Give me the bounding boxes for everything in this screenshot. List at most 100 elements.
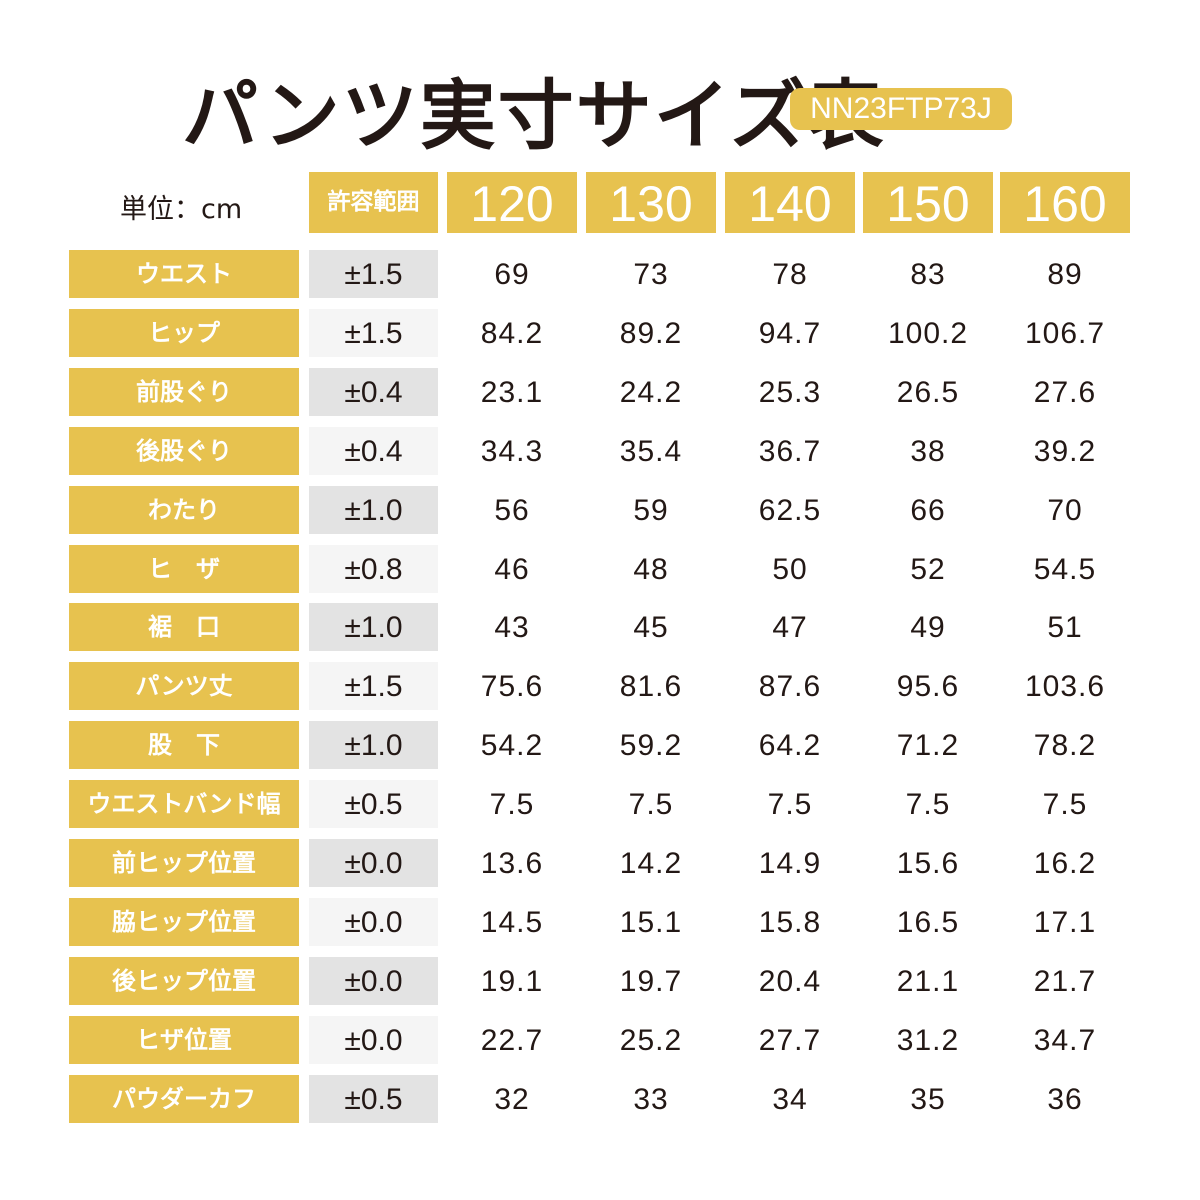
tolerance-cell: ±0.5 — [309, 1075, 438, 1123]
value-cell: 25.2 — [619, 1024, 683, 1057]
value-cell: 22.7 — [480, 1024, 544, 1057]
value-cell: 56 — [494, 494, 530, 527]
row-label: 股 下 — [69, 721, 299, 769]
row-label: ヒ ザ — [69, 545, 299, 593]
tolerance-header: 許容範囲 — [309, 172, 438, 233]
value-cell: 75.6 — [480, 670, 544, 703]
value-cell: 31.2 — [896, 1024, 960, 1057]
row-label: ウエスト — [69, 250, 299, 298]
value-cell: 7.5 — [489, 788, 535, 821]
model-code-badge: NN23FTP73J — [790, 88, 1012, 130]
value-cell: 36 — [1047, 1083, 1083, 1116]
value-cell: 20.4 — [758, 965, 822, 998]
value-cell: 45 — [633, 611, 669, 644]
value-cell: 70 — [1047, 494, 1083, 527]
value-cell: 66 — [910, 494, 946, 527]
tolerance-cell: ±1.0 — [309, 603, 438, 651]
value-cell: 35 — [910, 1083, 946, 1116]
value-cell: 38 — [910, 435, 946, 468]
value-cell: 94.7 — [758, 317, 822, 350]
unit-label: 単位：cm — [120, 194, 243, 225]
value-cell: 35.4 — [619, 435, 683, 468]
value-cell: 81.6 — [619, 670, 683, 703]
value-cell: 17.1 — [1033, 906, 1097, 939]
value-cell: 14.5 — [480, 906, 544, 939]
row-label: パンツ丈 — [69, 662, 299, 710]
value-cell: 7.5 — [905, 788, 951, 821]
row-label: 後股ぐり — [69, 427, 299, 475]
value-cell: 39.2 — [1033, 435, 1097, 468]
value-cell: 15.6 — [896, 847, 960, 880]
tolerance-cell: ±1.0 — [309, 486, 438, 534]
tolerance-cell: ±0.4 — [309, 368, 438, 416]
value-cell: 19.7 — [619, 965, 683, 998]
value-cell: 36.7 — [758, 435, 822, 468]
value-cell: 64.2 — [758, 729, 822, 762]
row-label: 前股ぐり — [69, 368, 299, 416]
value-cell: 51 — [1047, 611, 1083, 644]
row-label: ヒップ — [69, 309, 299, 357]
value-cell: 34.3 — [480, 435, 544, 468]
value-cell: 34 — [772, 1083, 808, 1116]
value-cell: 13.6 — [480, 847, 544, 880]
value-cell: 84.2 — [480, 317, 544, 350]
value-cell: 47 — [772, 611, 808, 644]
value-cell: 73 — [633, 258, 669, 291]
size-header-150: 150 — [863, 172, 993, 233]
page-title: パンツ実寸サイズ表 — [182, 71, 886, 160]
value-cell: 26.5 — [896, 376, 960, 409]
value-cell: 33 — [633, 1083, 669, 1116]
value-cell: 62.5 — [758, 494, 822, 527]
row-label: 後ヒップ位置 — [69, 957, 299, 1005]
value-cell: 7.5 — [767, 788, 813, 821]
size-header-120: 120 — [447, 172, 577, 233]
size-header-160: 160 — [1000, 172, 1130, 233]
row-label: ヒザ位置 — [69, 1016, 299, 1064]
value-cell: 103.6 — [1024, 670, 1106, 703]
value-cell: 52 — [910, 553, 946, 586]
tolerance-cell: ±0.4 — [309, 427, 438, 475]
size-header-130: 130 — [586, 172, 716, 233]
value-cell: 89 — [1047, 258, 1083, 291]
value-cell: 27.7 — [758, 1024, 822, 1057]
value-cell: 95.6 — [896, 670, 960, 703]
value-cell: 43 — [494, 611, 530, 644]
value-cell: 7.5 — [628, 788, 674, 821]
value-cell: 32 — [494, 1083, 530, 1116]
row-label: わたり — [69, 486, 299, 534]
value-cell: 83 — [910, 258, 946, 291]
value-cell: 16.2 — [1033, 847, 1097, 880]
value-cell: 21.1 — [896, 965, 960, 998]
tolerance-cell: ±0.0 — [309, 898, 438, 946]
value-cell: 19.1 — [480, 965, 544, 998]
value-cell: 54.5 — [1033, 553, 1097, 586]
value-cell: 100.2 — [887, 317, 969, 350]
value-cell: 54.2 — [480, 729, 544, 762]
value-cell: 7.5 — [1042, 788, 1088, 821]
value-cell: 21.7 — [1033, 965, 1097, 998]
value-cell: 27.6 — [1033, 376, 1097, 409]
value-cell: 48 — [633, 553, 669, 586]
value-cell: 25.3 — [758, 376, 822, 409]
tolerance-cell: ±0.5 — [309, 780, 438, 828]
row-label: 裾 口 — [69, 603, 299, 651]
value-cell: 24.2 — [619, 376, 683, 409]
value-cell: 71.2 — [896, 729, 960, 762]
value-cell: 106.7 — [1024, 317, 1106, 350]
value-cell: 14.9 — [758, 847, 822, 880]
tolerance-cell: ±1.5 — [309, 662, 438, 710]
value-cell: 89.2 — [619, 317, 683, 350]
row-label: ウエストバンド幅 — [69, 780, 299, 828]
value-cell: 14.2 — [619, 847, 683, 880]
tolerance-cell: ±0.0 — [309, 1016, 438, 1064]
value-cell: 34.7 — [1033, 1024, 1097, 1057]
tolerance-cell: ±1.0 — [309, 721, 438, 769]
row-label: 脇ヒップ位置 — [69, 898, 299, 946]
row-label: 前ヒップ位置 — [69, 839, 299, 887]
row-label: パウダーカフ — [69, 1075, 299, 1123]
value-cell: 49 — [910, 611, 946, 644]
value-cell: 15.1 — [619, 906, 683, 939]
value-cell: 23.1 — [480, 376, 544, 409]
tolerance-cell: ±1.5 — [309, 250, 438, 298]
value-cell: 78.2 — [1033, 729, 1097, 762]
